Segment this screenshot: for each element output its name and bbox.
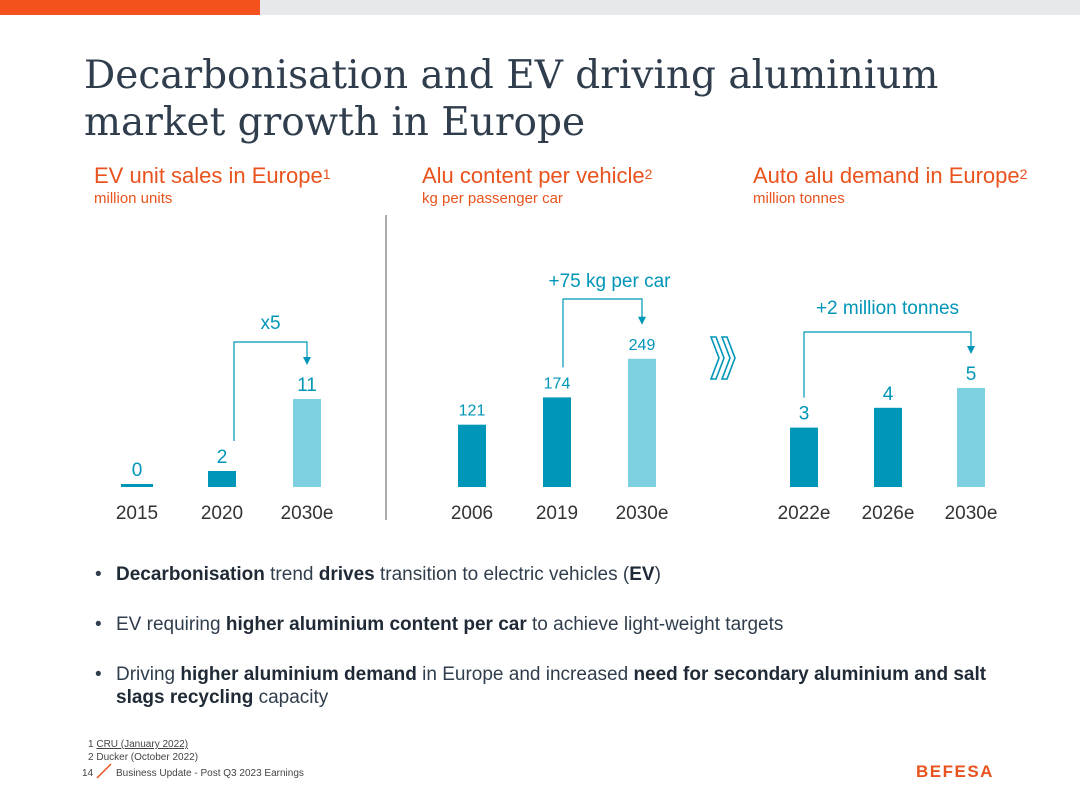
page-number: 14: [82, 768, 94, 779]
category-label: 2015: [116, 503, 158, 524]
footer-text: Business Update - Post Q3 2023 Earnings: [116, 768, 304, 779]
bar-value-label: 4: [883, 384, 894, 405]
bar: [957, 388, 985, 487]
bullet-text: EV: [629, 564, 655, 585]
growth-annotation: x5: [260, 313, 280, 334]
bullet-text: higher aluminium content per car: [225, 614, 527, 635]
footnote-marker: 2: [1019, 166, 1028, 182]
top-accent-bar: [0, 0, 260, 15]
bullet-text: EV requiring: [116, 614, 226, 635]
chart-title-ev-sales: EV unit sales in Europe: [94, 163, 323, 188]
chart-header-alu-demand: Auto alu demand in Europe2 million tonne…: [753, 162, 1027, 208]
bullet-text: to achieve light-weight targets: [526, 614, 784, 635]
bar: [208, 471, 236, 487]
chart-unit-ev-sales: million units: [94, 190, 173, 207]
bullet-text: Decarbonisation: [116, 564, 265, 585]
annotation-bracket: [803, 331, 972, 398]
bar: [458, 424, 486, 487]
growth-annotation: +2 million tonnes: [816, 298, 959, 319]
category-label: 2020: [201, 503, 243, 524]
category-label: 2030e: [281, 503, 334, 524]
bullet-item: EV requiring higher aluminium content pe…: [95, 613, 995, 636]
category-label: 2026e: [862, 503, 915, 524]
bullet-text: need for secondary aluminium and salt sl…: [116, 664, 987, 708]
befesa-logo: BEFESA: [916, 762, 994, 781]
chart-alu-demand: 3 2022e 4 2026e 5 2030e +2 million tonnes: [778, 298, 998, 524]
bar: [543, 397, 571, 487]
bullet-text: higher aluminium demand: [180, 664, 417, 685]
growth-annotation: +75 kg per car: [549, 271, 672, 292]
footnote-2-source: Ducker (October 2022): [96, 752, 199, 763]
footnote-marker: 1: [322, 166, 331, 182]
slide-title-line2: market growth in Europe: [84, 100, 586, 145]
bar-value-label: 121: [459, 403, 486, 420]
chart-alu-content: 121 2006 174 2019 249 2030e +75 kg per car: [451, 271, 671, 524]
category-label: 2006: [451, 503, 493, 524]
slide-title-line1: Decarbonisation and EV driving aluminium: [84, 53, 939, 98]
bullet-text: ): [654, 564, 661, 585]
bullet-list: Decarbonisation trend drives transition …: [95, 563, 995, 736]
bullet-text: capacity: [253, 687, 329, 708]
category-label: 2030e: [616, 503, 669, 524]
slide-title: Decarbonisation and EV driving aluminium…: [84, 52, 984, 146]
chart-ev-sales: 0 2015 2 2020 11 2030e x5: [116, 313, 334, 524]
chart-title-alu-content: Alu content per vehicle: [422, 163, 645, 188]
arrow-head-icon: [638, 316, 646, 325]
arrow-head-icon: [967, 346, 975, 354]
bar-value-label: 5: [966, 364, 977, 385]
chart-header-ev-sales: EV unit sales in Europe1 million units: [94, 162, 331, 208]
footnote-2: 2 Ducker (October 2022): [88, 752, 199, 763]
chart-title-alu-demand: Auto alu demand in Europe: [753, 163, 1020, 188]
bullet-text: in Europe and increased: [416, 664, 634, 685]
bullet-text: Driving: [116, 664, 181, 685]
bar-value-label: 3: [799, 404, 810, 425]
bar: [790, 427, 818, 487]
footnote-1: 1 CRU (January 2022): [88, 739, 189, 750]
bar-value-label: 11: [297, 375, 317, 396]
chart-unit-alu-content: kg per passenger car: [422, 190, 563, 207]
chevron-right-icon: [709, 336, 736, 380]
category-label: 2030e: [945, 503, 998, 524]
bar: [874, 407, 902, 487]
bar-value-label: 174: [544, 375, 571, 392]
bar: [628, 358, 656, 487]
bullet-text: transition to electric vehicles (: [374, 564, 630, 585]
bullet-item: Decarbonisation trend drives transition …: [95, 563, 995, 586]
top-grey-bar: [260, 0, 1080, 15]
bullet-text: trend: [264, 564, 319, 585]
chart-unit-alu-demand: million tonnes: [753, 190, 845, 207]
chart-header-alu-content: Alu content per vehicle2 kg per passenge…: [422, 162, 652, 208]
bar: [121, 484, 153, 487]
bullet-item: Driving higher aluminium demand in Europ…: [95, 663, 995, 709]
annotation-bracket: [233, 341, 308, 441]
category-label: 2022e: [778, 503, 831, 524]
bar-value-label: 0: [132, 460, 143, 481]
arrow-head-icon: [303, 357, 311, 365]
charts-canvas: 0 2015 2 2020 11 2030e x5 121 2006 174 2019 249 203…: [116, 215, 998, 524]
bar: [293, 399, 321, 487]
bar-value-label: 2: [217, 447, 228, 468]
slash-decoration-icon: [96, 763, 112, 779]
category-label: 2019: [536, 503, 578, 524]
footnote-1-source-link[interactable]: CRU (January 2022): [96, 739, 189, 750]
bar-value-label: 249: [629, 337, 656, 354]
footnote-marker: 2: [644, 166, 653, 182]
annotation-bracket: [562, 298, 643, 368]
bullet-text: drives: [318, 564, 375, 585]
